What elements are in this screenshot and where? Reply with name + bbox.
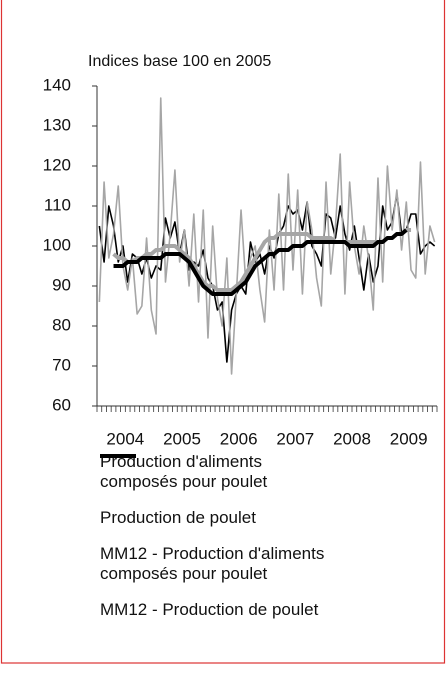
legend: Production d'aliments composés pour poul… — [100, 452, 400, 636]
x-tick-label: 2004 — [106, 429, 144, 448]
series-line — [98, 193, 436, 363]
legend-swatch — [100, 454, 136, 458]
y-tick-label: 140 — [43, 75, 71, 94]
y-tick-label: 120 — [43, 155, 71, 174]
x-tick-label: 2005 — [163, 429, 201, 448]
x-tick-label: 2008 — [333, 429, 371, 448]
y-tick-label: 110 — [44, 195, 71, 214]
y-tick-label: 70 — [52, 355, 71, 374]
legend-label: MM12 - Production de poulet — [100, 600, 319, 619]
y-tick-label: 130 — [43, 115, 71, 134]
legend-entry: Production d'aliments composés pour poul… — [100, 452, 400, 492]
series-line — [98, 97, 436, 375]
x-tick-label: 2006 — [220, 429, 258, 448]
legend-label: Production d'aliments composés pour poul… — [100, 452, 268, 491]
x-tick-label: 2009 — [390, 429, 428, 448]
legend-label: Production de poulet — [100, 508, 256, 527]
y-tick-label: 60 — [52, 395, 71, 414]
y-tick-label: 90 — [52, 275, 71, 294]
y-tick-label: 80 — [52, 315, 71, 334]
y-axis-label: Indices base 100 en 2005 — [88, 53, 271, 70]
legend-entry: MM12 - Production d'aliments composés po… — [100, 454, 400, 584]
x-tick-label: 2007 — [276, 429, 314, 448]
legend-entry: Production de poulet — [100, 455, 400, 528]
series-line — [113, 228, 408, 296]
frame — [0, 0, 446, 664]
legend-label: MM12 - Production d'aliments composés po… — [100, 544, 325, 583]
y-tick-label: 100 — [43, 235, 71, 254]
series-line — [112, 228, 412, 292]
legend-entry: MM12 - Production de poulet — [100, 454, 400, 620]
